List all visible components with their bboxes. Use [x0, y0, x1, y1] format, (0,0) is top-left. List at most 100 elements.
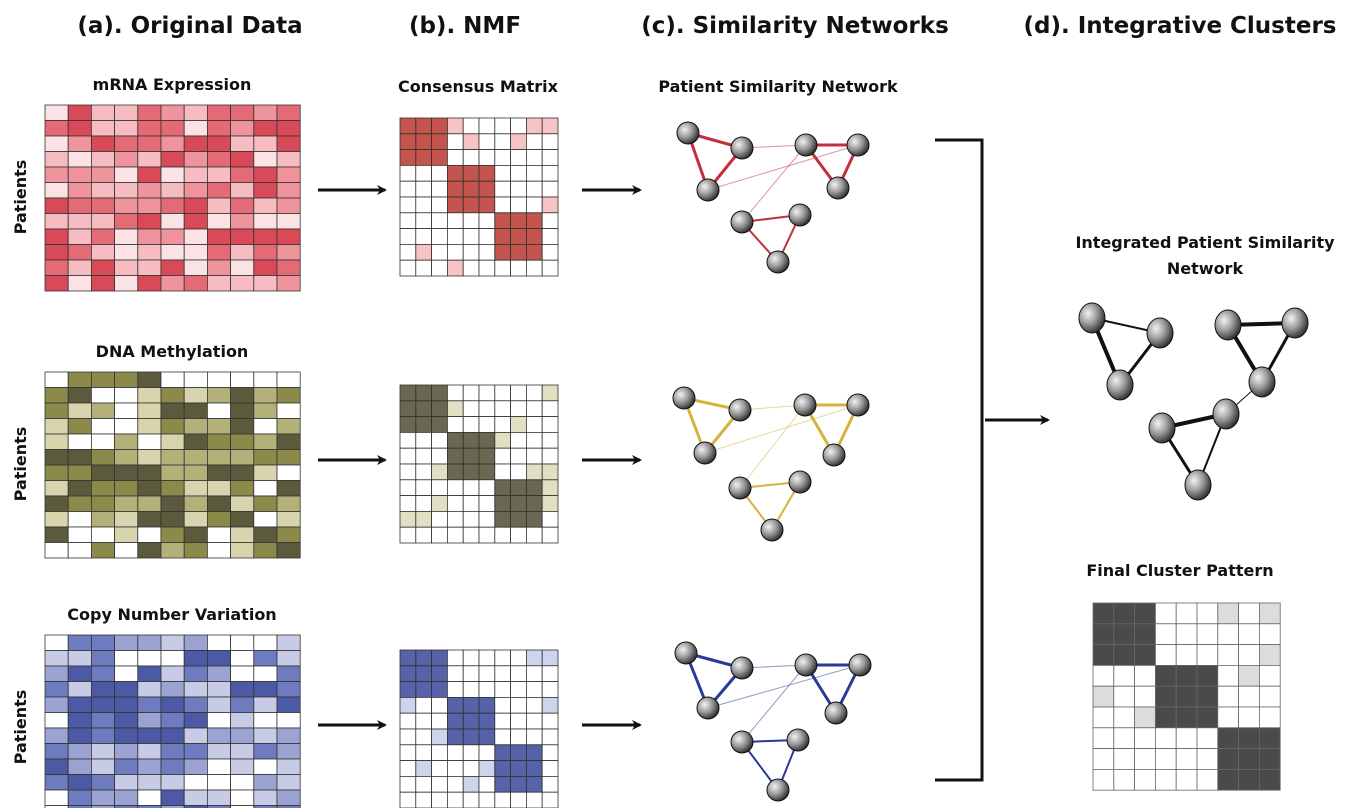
consensus-cell — [463, 260, 479, 276]
consensus-cell — [447, 650, 463, 666]
consensus-cell — [511, 745, 527, 761]
network-node — [823, 444, 845, 466]
heatmap-cell — [277, 527, 300, 543]
heatmap-cell — [138, 682, 161, 698]
row-label: Copy Number Variation — [67, 605, 276, 624]
cluster-cell — [1114, 624, 1135, 645]
heatmap-cell — [45, 136, 68, 152]
heatmap-cell — [231, 214, 254, 230]
cluster-cell — [1114, 728, 1135, 749]
heatmap-cell — [207, 121, 230, 137]
heatmap-cell — [138, 651, 161, 667]
heatmap-cell — [254, 635, 277, 651]
heatmap-cell — [68, 744, 91, 760]
consensus-cell — [511, 682, 527, 698]
column-title: (a). Original Data — [77, 13, 302, 39]
heatmap-cell — [254, 183, 277, 199]
heatmap-cell — [231, 543, 254, 559]
heatmap-cell — [207, 136, 230, 152]
cluster-cell — [1239, 665, 1260, 686]
consensus-cell — [495, 229, 511, 245]
heatmap-cell — [91, 651, 114, 667]
heatmap-cell — [231, 136, 254, 152]
heatmap-cell — [68, 496, 91, 512]
heatmap-cell — [115, 214, 138, 230]
heatmap-cell — [161, 713, 184, 729]
heatmap-cell — [91, 775, 114, 791]
consensus-cell — [511, 650, 527, 666]
heatmap-cell — [45, 167, 68, 183]
column-title: (d). Integrative Clusters — [1023, 13, 1336, 39]
cluster-cell — [1135, 665, 1156, 686]
network-node — [787, 729, 809, 751]
consensus-cell — [416, 448, 432, 464]
heatmap-cell — [138, 635, 161, 651]
column-title: (b). NMF — [409, 13, 521, 39]
heatmap-cell — [91, 744, 114, 760]
consensus-cell — [526, 229, 542, 245]
consensus-cell — [526, 761, 542, 777]
consensus-cell — [542, 432, 558, 448]
cluster-cell — [1176, 686, 1197, 707]
heatmap-cell — [115, 682, 138, 698]
network-node — [731, 137, 753, 159]
heatmap-cell — [184, 728, 207, 744]
heatmap-cell — [277, 543, 300, 559]
heatmap-cell — [254, 245, 277, 261]
heatmap-cell — [231, 183, 254, 199]
heatmap-cell — [207, 775, 230, 791]
heatmap-cell — [115, 152, 138, 168]
heatmap-cell — [277, 496, 300, 512]
heatmap-cell — [45, 419, 68, 435]
consensus-cell — [400, 165, 416, 181]
consensus-cell — [463, 650, 479, 666]
heatmap-cell — [138, 527, 161, 543]
heatmap-cell — [138, 167, 161, 183]
consensus-cell — [416, 496, 432, 512]
consensus-cell — [542, 165, 558, 181]
heatmap-cell — [207, 372, 230, 388]
heatmap-cell — [115, 434, 138, 450]
consensus-cell — [447, 511, 463, 527]
heatmap-cell — [161, 666, 184, 682]
heatmap-cell — [184, 697, 207, 713]
cluster-cell — [1135, 686, 1156, 707]
cluster-cell — [1093, 769, 1114, 790]
consensus-cell — [526, 150, 542, 166]
consensus-cell — [495, 697, 511, 713]
consensus-cell — [416, 792, 432, 808]
heatmap-cell — [277, 419, 300, 435]
heatmap-cell — [207, 388, 230, 404]
consensus-cell — [542, 511, 558, 527]
heatmap-cell — [184, 527, 207, 543]
consensus-cell — [400, 385, 416, 401]
consensus-cell — [432, 792, 448, 808]
consensus-cell — [495, 464, 511, 480]
cluster-cell — [1135, 749, 1156, 770]
heatmap-cell — [138, 697, 161, 713]
heatmap-cell — [115, 713, 138, 729]
consensus-cell — [400, 666, 416, 682]
consensus-cell — [526, 244, 542, 260]
consensus-cell — [463, 244, 479, 260]
heatmap-cell — [161, 167, 184, 183]
network-node — [795, 654, 817, 676]
consensus-cell — [463, 761, 479, 777]
heatmap-cell — [45, 697, 68, 713]
heatmap-cell — [184, 481, 207, 497]
heatmap-cell — [161, 419, 184, 435]
consensus-cell — [416, 118, 432, 134]
consensus-cell — [463, 682, 479, 698]
heatmap-cell — [231, 229, 254, 245]
heatmap-cell — [115, 496, 138, 512]
heatmap-cell — [231, 419, 254, 435]
consensus-cell — [542, 448, 558, 464]
cluster-cell — [1259, 624, 1280, 645]
consensus-cell — [542, 464, 558, 480]
consensus-cell — [526, 134, 542, 150]
consensus-cell — [463, 197, 479, 213]
heatmap-cell — [68, 229, 91, 245]
consensus-cell — [511, 448, 527, 464]
consensus-cell — [526, 697, 542, 713]
consensus-cell — [400, 197, 416, 213]
